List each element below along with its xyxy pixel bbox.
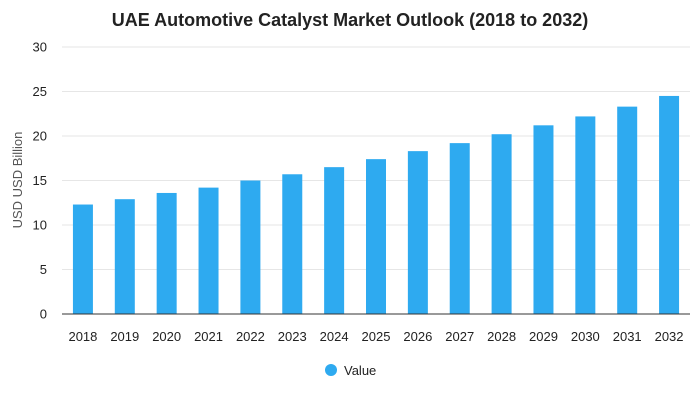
x-tick-label: 2019 bbox=[110, 329, 139, 344]
bar-2023[interactable] bbox=[282, 174, 303, 314]
bar-2031[interactable] bbox=[617, 106, 638, 314]
x-tick-label: 2031 bbox=[613, 329, 642, 344]
y-tick-label: 0 bbox=[40, 307, 47, 322]
bar-2020[interactable] bbox=[156, 192, 177, 314]
bar-2029[interactable] bbox=[533, 125, 554, 314]
x-tick-label: 2026 bbox=[403, 329, 432, 344]
bar-2027[interactable] bbox=[449, 143, 470, 314]
bar-2032[interactable] bbox=[659, 95, 680, 314]
x-axis-tick-labels: 2018 2019 2020 2021 2022 2023 2024 2025 2026 2027… bbox=[68, 329, 683, 344]
x-tick-label: 2023 bbox=[278, 329, 307, 344]
x-tick-label: 2022 bbox=[236, 329, 265, 344]
chart-title: UAE Automotive Catalyst Market Outlook (… bbox=[112, 10, 588, 30]
x-tick-label: 2027 bbox=[445, 329, 474, 344]
bar-2028[interactable] bbox=[491, 134, 512, 314]
y-tick-label: 30 bbox=[33, 40, 47, 55]
x-tick-label: 2021 bbox=[194, 329, 223, 344]
y-tick-label: 20 bbox=[33, 129, 47, 144]
bar-2019[interactable] bbox=[114, 199, 135, 314]
bar-2026[interactable] bbox=[407, 151, 428, 314]
x-tick-label: 2030 bbox=[571, 329, 600, 344]
y-axis-tick-labels: 0 5 10 15 20 25 30 bbox=[33, 40, 47, 322]
legend-label-value[interactable]: Value bbox=[344, 363, 376, 378]
x-tick-label: 2018 bbox=[68, 329, 97, 344]
y-tick-label: 15 bbox=[33, 173, 47, 188]
bar-2030[interactable] bbox=[575, 116, 596, 314]
bar-2024[interactable] bbox=[324, 167, 345, 314]
x-tick-label: 2032 bbox=[655, 329, 684, 344]
y-tick-label: 25 bbox=[33, 84, 47, 99]
bar-2018[interactable] bbox=[72, 204, 93, 314]
x-tick-label: 2020 bbox=[152, 329, 181, 344]
bar-2021[interactable] bbox=[198, 187, 219, 314]
legend[interactable]: Value bbox=[325, 363, 376, 378]
y-axis-title: USD USD Billion bbox=[10, 132, 25, 229]
x-tick-label: 2025 bbox=[362, 329, 391, 344]
y-tick-label: 5 bbox=[40, 262, 47, 277]
x-tick-label: 2029 bbox=[529, 329, 558, 344]
y-tick-label: 10 bbox=[33, 218, 47, 233]
x-tick-label: 2024 bbox=[320, 329, 349, 344]
bar-2025[interactable] bbox=[366, 159, 386, 314]
bar-2022[interactable] bbox=[240, 180, 261, 315]
legend-swatch-value[interactable] bbox=[325, 364, 337, 376]
bar-series bbox=[72, 95, 680, 315]
x-tick-label: 2028 bbox=[487, 329, 516, 344]
